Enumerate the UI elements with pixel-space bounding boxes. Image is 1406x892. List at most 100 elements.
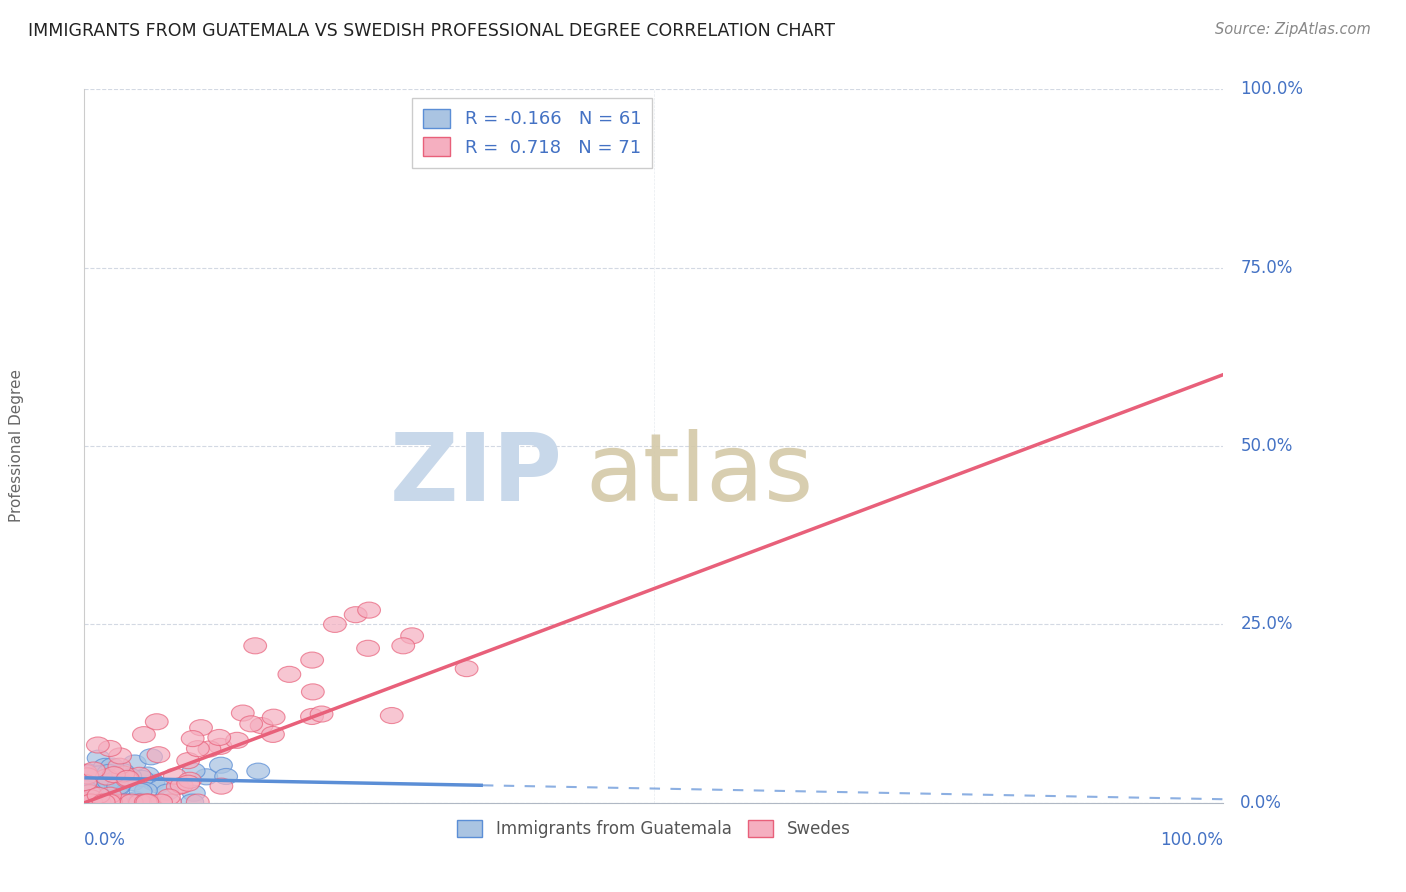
Ellipse shape (456, 661, 478, 677)
Ellipse shape (100, 794, 122, 810)
Ellipse shape (108, 747, 132, 764)
Ellipse shape (94, 782, 117, 798)
Ellipse shape (97, 794, 121, 810)
Ellipse shape (148, 747, 170, 763)
Ellipse shape (243, 638, 267, 654)
Ellipse shape (127, 794, 150, 810)
Ellipse shape (84, 793, 107, 809)
Text: Source: ZipAtlas.com: Source: ZipAtlas.com (1215, 22, 1371, 37)
Ellipse shape (98, 792, 121, 808)
Ellipse shape (156, 784, 179, 800)
Ellipse shape (323, 616, 346, 632)
Ellipse shape (247, 763, 270, 779)
Ellipse shape (87, 750, 110, 766)
Ellipse shape (159, 794, 181, 810)
Text: 100.0%: 100.0% (1160, 831, 1223, 849)
Ellipse shape (195, 769, 218, 785)
Text: Professional Degree: Professional Degree (8, 369, 24, 523)
Ellipse shape (187, 740, 209, 756)
Ellipse shape (131, 771, 153, 787)
Ellipse shape (357, 602, 381, 618)
Ellipse shape (181, 731, 204, 747)
Ellipse shape (129, 783, 152, 799)
Ellipse shape (107, 780, 129, 797)
Ellipse shape (90, 794, 112, 810)
Ellipse shape (121, 794, 143, 810)
Ellipse shape (209, 778, 233, 794)
Ellipse shape (208, 730, 231, 746)
Ellipse shape (129, 794, 152, 810)
Ellipse shape (107, 779, 129, 795)
Ellipse shape (392, 638, 415, 654)
Ellipse shape (157, 789, 180, 805)
Text: 50.0%: 50.0% (1240, 437, 1292, 455)
Ellipse shape (181, 794, 204, 810)
Ellipse shape (79, 789, 103, 805)
Ellipse shape (100, 794, 122, 810)
Ellipse shape (87, 766, 111, 782)
Ellipse shape (93, 794, 115, 810)
Ellipse shape (145, 714, 169, 730)
Ellipse shape (98, 771, 121, 787)
Ellipse shape (75, 775, 97, 791)
Ellipse shape (103, 766, 125, 782)
Ellipse shape (232, 705, 254, 721)
Ellipse shape (301, 684, 325, 700)
Text: 25.0%: 25.0% (1240, 615, 1292, 633)
Ellipse shape (132, 727, 155, 743)
Ellipse shape (401, 628, 423, 644)
Ellipse shape (76, 768, 98, 784)
Ellipse shape (75, 764, 97, 780)
Ellipse shape (80, 794, 103, 810)
Ellipse shape (170, 777, 193, 793)
Ellipse shape (75, 764, 97, 780)
Ellipse shape (215, 769, 238, 785)
Ellipse shape (357, 640, 380, 657)
Ellipse shape (187, 794, 209, 810)
Ellipse shape (107, 769, 129, 785)
Ellipse shape (225, 732, 249, 748)
Ellipse shape (240, 715, 263, 731)
Ellipse shape (136, 767, 159, 783)
Ellipse shape (209, 757, 232, 773)
Ellipse shape (250, 717, 273, 733)
Text: 100.0%: 100.0% (1240, 80, 1303, 98)
Legend: Immigrants from Guatemala, Swedes: Immigrants from Guatemala, Swedes (450, 813, 858, 845)
Ellipse shape (104, 779, 128, 795)
Ellipse shape (77, 785, 100, 801)
Ellipse shape (125, 791, 148, 807)
Ellipse shape (105, 794, 128, 810)
Ellipse shape (75, 793, 97, 809)
Ellipse shape (381, 707, 404, 723)
Ellipse shape (179, 772, 201, 789)
Ellipse shape (142, 774, 165, 790)
Ellipse shape (75, 780, 97, 797)
Ellipse shape (311, 706, 333, 722)
Ellipse shape (115, 794, 138, 810)
Ellipse shape (136, 794, 159, 810)
Ellipse shape (148, 777, 170, 793)
Ellipse shape (101, 776, 125, 792)
Ellipse shape (94, 784, 117, 800)
Ellipse shape (97, 764, 120, 780)
Ellipse shape (83, 784, 107, 800)
Ellipse shape (108, 776, 131, 792)
Ellipse shape (108, 758, 131, 774)
Ellipse shape (177, 775, 200, 791)
Text: 0.0%: 0.0% (1240, 794, 1282, 812)
Ellipse shape (97, 794, 121, 810)
Ellipse shape (82, 779, 105, 795)
Ellipse shape (110, 772, 132, 788)
Ellipse shape (100, 763, 122, 779)
Ellipse shape (166, 779, 190, 795)
Ellipse shape (177, 753, 200, 769)
Ellipse shape (93, 794, 115, 810)
Ellipse shape (83, 762, 105, 778)
Ellipse shape (87, 788, 110, 804)
Ellipse shape (139, 748, 163, 764)
Ellipse shape (76, 779, 100, 795)
Ellipse shape (79, 785, 101, 801)
Text: ZIP: ZIP (389, 428, 562, 521)
Ellipse shape (76, 790, 98, 806)
Ellipse shape (76, 784, 100, 800)
